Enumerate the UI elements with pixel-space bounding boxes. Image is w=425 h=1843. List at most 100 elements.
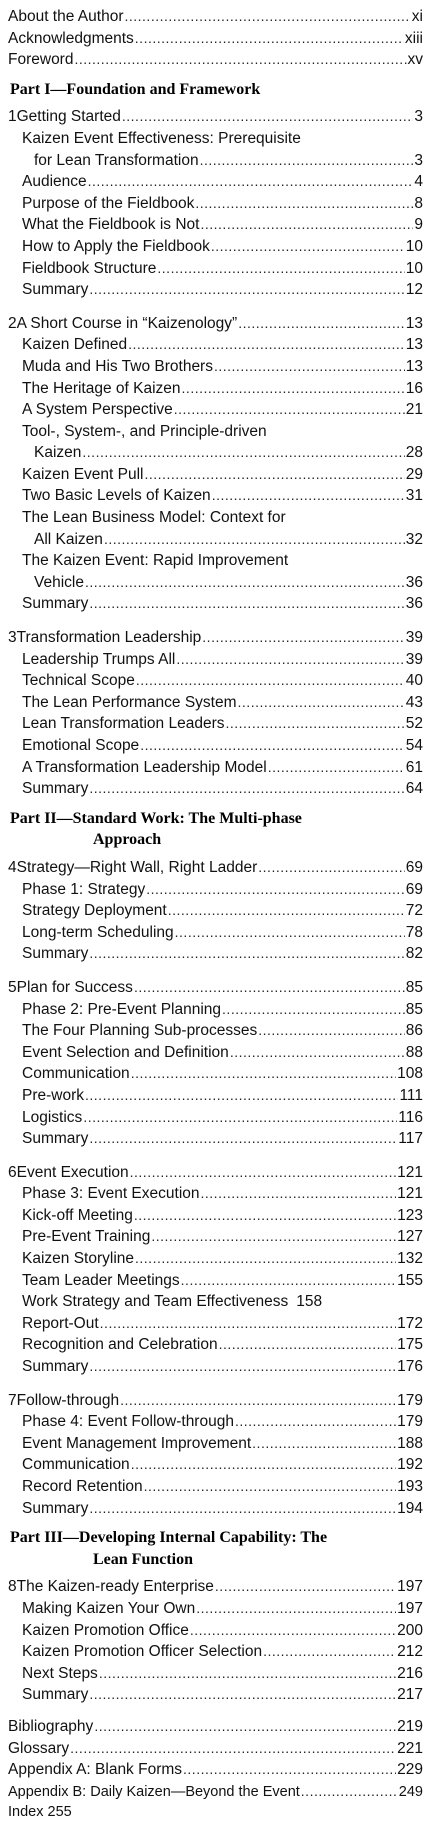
section-entry-page: 82	[405, 945, 423, 963]
section-entry-title: for Lean Transformation	[34, 151, 199, 169]
dot-leader	[183, 1759, 396, 1781]
chapter-number: 7	[8, 1391, 17, 1409]
chapter-block: 2A Short Course in “Kaizenology”13Kaizen…	[0, 313, 425, 615]
section-entry-title: How to Apply the Fieldbook	[22, 237, 210, 255]
section-entry-title: Pre-Event Training	[22, 1228, 151, 1246]
dot-leader	[89, 279, 404, 301]
dot-leader	[181, 1270, 396, 1292]
section-entry: Communication 192	[0, 1454, 425, 1476]
section-entry: Kaizen Promotion Officer Selection 212	[0, 1641, 425, 1663]
section-entry-title: Summary	[22, 1130, 89, 1148]
chapter-entry-title: Follow-through	[16, 1391, 120, 1409]
section-entry-page: 86	[405, 1022, 423, 1040]
dot-leader	[136, 670, 405, 692]
section-entry-title: The Heritage of Kaizen	[22, 379, 181, 397]
dot-leader	[201, 1183, 397, 1205]
section-entry-title: Kaizen Storyline	[22, 1250, 135, 1268]
dot-leader	[124, 6, 410, 28]
section-entry: Phase 4: Event Follow-through 179	[0, 1411, 425, 1433]
part-heading-line2: Lean Function	[93, 1550, 194, 1568]
section-entry-title: Summary	[22, 780, 89, 798]
section-entry-title: Next Steps	[22, 1664, 98, 1682]
section-entry: Summary 117	[0, 1128, 425, 1150]
back-matter-entry: Appendix B: Daily Kaizen—Beyond the Even…	[0, 1781, 425, 1803]
section-entry: Phase 2: Pre-Event Planning 85	[0, 999, 425, 1021]
dot-leader	[89, 1128, 397, 1150]
dot-leader	[252, 1433, 396, 1455]
section-entry-page: 85	[405, 1000, 423, 1018]
section-entry-page: 175	[397, 1336, 423, 1354]
section-entry-page: 212	[397, 1643, 423, 1661]
dot-leader	[100, 1313, 396, 1335]
section-entry-title: Making Kaizen Your Own	[22, 1599, 196, 1617]
section-entry-page: 72	[405, 902, 423, 920]
section-entry: Recognition and Celebration 175	[0, 1334, 425, 1356]
section-entry: Tool-, System-, and Principle-driven	[0, 421, 425, 443]
back-matter: Bibliography 219 Glossary 221 Appendix A: Bl…	[0, 1716, 425, 1824]
dot-leader	[176, 649, 404, 671]
chapter-entry-title: Strategy—Right Wall, Right Ladder	[16, 858, 258, 876]
section-entry-page: 217	[397, 1686, 423, 1704]
section-entry: The Four Planning Sub-processes 86	[0, 1020, 425, 1042]
section-entry-title: Fieldbook Structure	[22, 259, 157, 277]
section-entry-page: 69	[405, 880, 423, 898]
chapter-number: 5	[8, 978, 17, 996]
chapter-entry-page: 121	[397, 1163, 423, 1181]
section-entry: Report-Out 172	[0, 1313, 425, 1335]
section-entry-page: 78	[405, 923, 423, 941]
chapter-number: 4	[8, 858, 17, 876]
section-entry-page: 132	[397, 1250, 423, 1268]
dot-leader	[196, 1598, 396, 1620]
section-entry: The Kaizen Event: Rapid Improvement	[0, 550, 425, 572]
section-entry: The Heritage of Kaizen 16	[0, 378, 425, 400]
section-entry-page: 200	[397, 1621, 423, 1639]
section-entry-title: Strategy Deployment	[22, 902, 167, 920]
section-entry-page: 54	[405, 737, 423, 754]
dot-leader	[145, 464, 405, 486]
dot-leader	[157, 258, 404, 280]
section-entry-page: 111	[399, 1086, 423, 1104]
part-heading: Part II—Standard Work: The Multi-phase Ap…	[0, 808, 425, 851]
section-entry: Summary 12	[0, 279, 425, 301]
section-entry: Kaizen Defined 13	[0, 334, 425, 356]
chapter-number: 3	[8, 629, 17, 647]
dot-leader	[89, 1684, 396, 1706]
section-entry-title: Kaizen Promotion Officer Selection	[22, 1643, 263, 1661]
section-entry: Purpose of the Fieldbook 8	[0, 193, 425, 215]
section-entry-title: Two Basic Levels of Kaizen	[22, 487, 211, 505]
dot-leader	[202, 627, 404, 649]
back-matter-entry: Appendix A: Blank Forms 229	[0, 1759, 425, 1781]
section-entry-page: 36	[405, 595, 423, 613]
chapter-entry: 2A Short Course in “Kaizenology” 13	[0, 313, 425, 335]
section-entry: Phase 3: Event Execution 121	[0, 1183, 425, 1205]
section-entry: Kick-off Meeting 123	[0, 1205, 425, 1227]
dot-leader	[74, 49, 406, 71]
section-entry: Kaizen Promotion Office 200	[0, 1620, 425, 1642]
section-entry: Kaizen Event Effectiveness: Prerequisite	[0, 128, 425, 150]
section-entry-title: Leadership Trumps All	[22, 650, 176, 668]
dot-leader	[200, 214, 413, 236]
section-entry: Pre-Event Training 127	[0, 1226, 425, 1248]
section-entry-title: Lean Transformation Leaders	[22, 715, 225, 733]
section-entry-page: 121	[397, 1185, 423, 1203]
back-matter-entry-title: Index 255	[8, 1804, 72, 1821]
section-entry: Phase 1: Strategy 69	[0, 879, 425, 901]
section-entry: Technical Scope 40	[0, 670, 425, 692]
chapter-entry-page: 69	[405, 858, 423, 876]
section-entry: Work Strategy and Team Effectiveness 158	[0, 1291, 425, 1313]
section-entry-page: 193	[397, 1478, 423, 1495]
section-entry-page: 194	[397, 1499, 423, 1517]
section-entry: Team Leader Meetings 155	[0, 1270, 425, 1292]
section-entry-title: Kick-off Meeting	[22, 1206, 133, 1224]
dot-leader	[268, 757, 405, 779]
dot-leader	[195, 193, 413, 215]
section-entry-title: Summary	[22, 1499, 89, 1517]
section-entry-title: The Four Planning Sub-processes	[22, 1022, 258, 1040]
section-entry: Long-term Scheduling 78	[0, 922, 425, 944]
dot-leader	[89, 943, 404, 965]
front-matter-entry: Foreword xv	[0, 49, 425, 71]
dot-leader	[200, 150, 414, 172]
